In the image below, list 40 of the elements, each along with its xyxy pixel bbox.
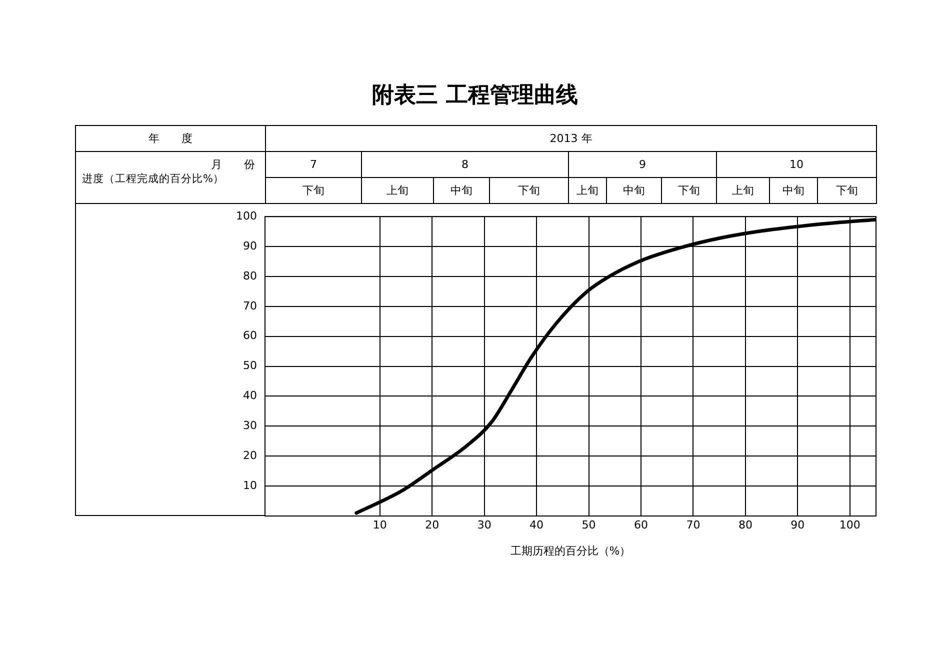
x-tick-label: 50 [582, 518, 596, 532]
x-tick-label: 30 [477, 518, 492, 532]
y-tick-label: 10 [243, 478, 257, 492]
text: 10 [716, 152, 877, 178]
x-tick-label: 90 [790, 518, 805, 532]
y-axis-title: 进度（工程完成的百分比%） [81, 172, 225, 186]
text: 下旬 [490, 178, 568, 204]
y-tick-label: 50 [243, 359, 257, 372]
x-tick-label: 100 [839, 518, 860, 532]
text: 中旬 [606, 178, 662, 204]
y-tick-label: 100 [236, 209, 257, 222]
text: 2013 年 [266, 126, 877, 152]
x-tick-label: 40 [530, 518, 544, 532]
text: 上旬 [568, 178, 606, 204]
y-tick-label: 40 [243, 389, 257, 402]
x-axis-title: 工期历程的百分比（%） [510, 544, 631, 558]
x-tick-label: 20 [425, 518, 440, 532]
y-tick-label: 80 [243, 269, 257, 282]
x-tick-label: 70 [686, 518, 700, 532]
y-tick-label: 20 [243, 448, 257, 462]
y-tick-label: 60 [243, 329, 257, 342]
text: 中旬 [434, 178, 490, 204]
text: 9 [568, 152, 716, 178]
chart-title: 附表三 工程管理曲线 [371, 82, 579, 110]
text: 月 份 [210, 157, 256, 172]
text: 上旬 [716, 178, 770, 204]
y-tick-label: 30 [243, 419, 257, 432]
text: 年 度 [76, 126, 266, 152]
x-tick-label: 80 [738, 518, 752, 532]
y-tick-label: 90 [243, 239, 257, 252]
text: 8 [362, 152, 568, 178]
text: 下旬 [818, 178, 877, 204]
text: 下旬 [662, 178, 716, 204]
x-tick-label: 60 [634, 518, 648, 532]
text: 中旬 [770, 178, 818, 204]
y-tick-label: 70 [243, 299, 257, 312]
text: 上旬 [362, 178, 434, 204]
text: 7 [266, 152, 362, 178]
text: 下旬 [266, 178, 362, 204]
x-tick-label: 10 [372, 518, 387, 532]
